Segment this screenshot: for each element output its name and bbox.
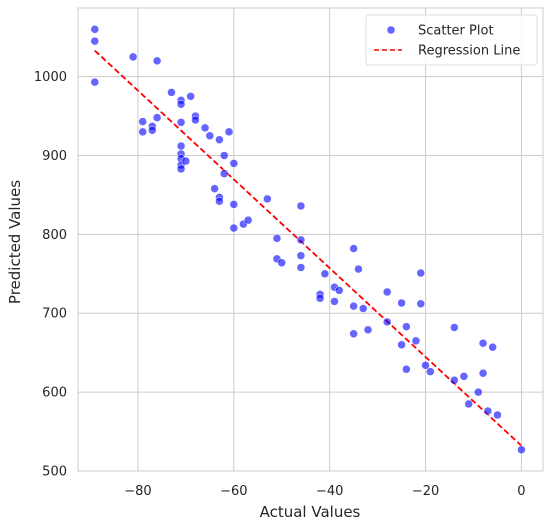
y-tick-label: 800 [42,228,67,243]
scatter-point [450,376,459,385]
scatter-point [229,200,239,209]
scatter-point [397,298,406,308]
scatter-point [181,156,191,166]
x-tick-label: 0 [517,484,525,499]
x-tick-label: −60 [220,484,247,499]
legend: Scatter Plot Regression Line [365,14,538,66]
scatter-point [382,287,392,297]
scatter-point [138,117,147,126]
scatter-point [191,115,200,125]
scatter-point [382,317,392,327]
scatter-point [277,258,286,268]
scatter-point [330,297,339,306]
x-tick-label: −20 [412,484,439,499]
scatter-point [296,263,306,272]
y-tick-label: 900 [42,149,67,164]
scatter-point [263,194,272,204]
scatter-point [215,135,224,144]
scatter-point [186,92,195,101]
scatter-point [176,118,186,127]
scatter-point [224,127,234,137]
scatter-point [402,365,411,374]
scatter-point [243,215,253,225]
scatter-point [450,323,459,332]
scatter-point [176,164,186,174]
x-tick-label: −80 [124,484,151,499]
scatter-point [200,123,210,133]
scatter-point [90,77,100,87]
scatter-point [464,399,473,409]
scatter-point [219,169,229,178]
scatter-point [272,234,282,243]
scatter-point [426,367,435,376]
scatter-points [90,25,526,454]
scatter-point [167,88,176,97]
scatter-point [402,322,411,331]
y-axis-title: Predicted Values [6,180,24,304]
scatter-point [210,184,219,193]
scatter-point [138,127,147,137]
x-tick-label: −40 [316,484,343,499]
scatter-point [315,294,325,303]
scatter-point [205,131,215,141]
scatter-point [296,201,306,211]
scatter-point [478,368,488,378]
scatter-point [128,52,138,62]
scatter-point [349,301,358,311]
regression-line-group [94,49,523,447]
scatter-point [349,244,358,253]
scatter-point [335,286,344,295]
scatter-point [152,113,162,122]
scatter-point [459,372,469,381]
x-axis-title: Actual Values [260,503,361,521]
scatter-point [363,325,373,335]
regression-line [94,49,523,447]
x-tick-labels: −80 −60 −40 −20 0 [124,484,525,499]
scatter-point [416,268,426,278]
scatter-point [488,342,497,352]
scatter-point [215,196,224,206]
legend-label-regression: Regression Line [418,44,520,59]
scatter-point [478,338,488,348]
scatter-point [483,406,493,416]
scatter-point [349,329,358,339]
scatter-point [90,36,100,46]
scatter-point [219,151,229,160]
y-tick-label: 500 [42,465,67,480]
scatter-point [411,336,421,346]
scatter-point [320,269,330,279]
scatter-point [229,223,239,233]
scatter-point [416,299,426,309]
y-tick-label: 1000 [34,70,67,85]
scatter-point [517,445,526,454]
scatter-point [397,340,406,350]
scatter-point [358,304,368,313]
scatter-point [90,25,100,34]
y-tick-labels: 500 600 700 800 900 1000 [34,70,67,479]
scatter-point [176,141,186,151]
scatter-point [296,251,306,260]
scatter-point [296,235,306,245]
y-tick-label: 600 [42,386,67,401]
scatter-point [493,410,502,420]
grid-lines [78,8,543,472]
scatter-point [421,361,430,370]
scatter-point [474,387,483,397]
y-tick-label: 700 [42,307,67,322]
legend-marker-scatter [386,25,396,35]
scatter-point [176,99,186,109]
scatter-point [148,126,157,135]
legend-box [365,14,538,66]
legend-label-scatter: Scatter Plot [418,24,494,39]
scatter-point [354,264,363,274]
scatter-point [152,56,162,66]
scatter-point [229,159,239,168]
